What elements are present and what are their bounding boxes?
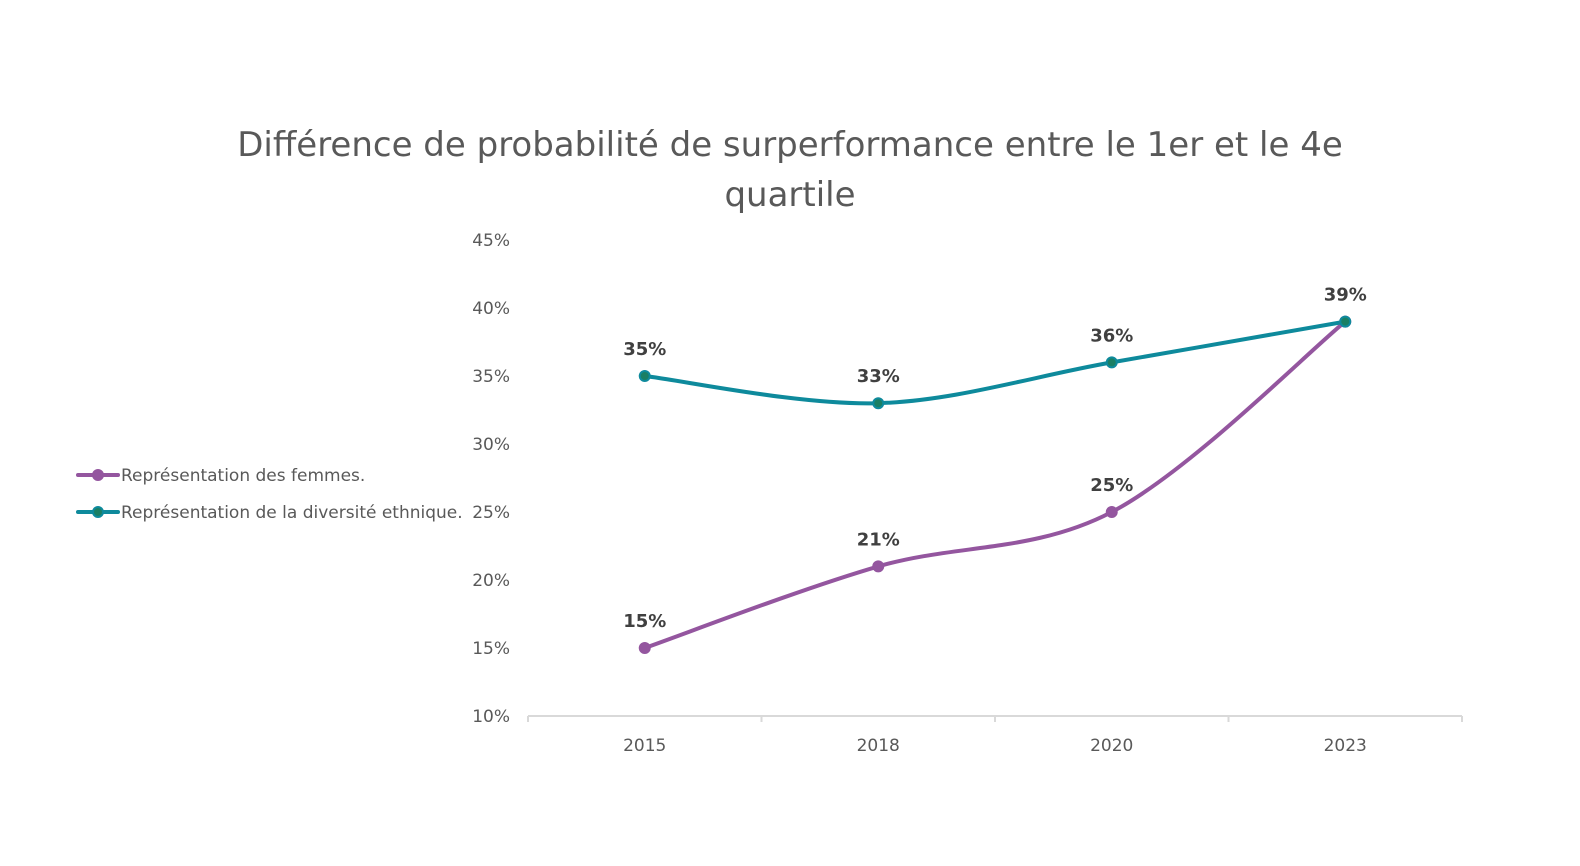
- y-tick-label: 35%: [472, 367, 510, 387]
- series-markers: [638, 315, 1352, 654]
- x-tick-label: 2018: [857, 736, 900, 756]
- data-label: 39%: [1324, 285, 1367, 306]
- chart-title: Différence de probabilité de surperforma…: [237, 125, 1343, 215]
- x-axis: 2015 2018 2020 2023: [527, 715, 1463, 756]
- legend-item: Représentation de la diversité ethnique.: [76, 503, 463, 523]
- y-tick-label: 25%: [472, 503, 510, 523]
- data-point-marker: [872, 397, 885, 410]
- legend-marker: [92, 469, 104, 481]
- y-tick-label: 15%: [472, 639, 510, 659]
- y-tick-label: 30%: [472, 435, 510, 455]
- data-point-marker: [1339, 315, 1352, 328]
- data-label: 25%: [1090, 475, 1133, 496]
- data-label: 36%: [1090, 325, 1133, 346]
- series-lines: [642, 319, 1348, 650]
- x-tick-label: 2015: [623, 736, 666, 756]
- y-tick-label: 20%: [472, 571, 510, 591]
- y-tick-label: 10%: [472, 707, 510, 727]
- data-label: 35%: [623, 339, 666, 360]
- legend-marker: [92, 506, 104, 518]
- data-label: 33%: [857, 366, 900, 387]
- data-point-marker: [638, 370, 651, 382]
- data-labels: 15% 21% 25% 35% 33% 36% 39%: [623, 285, 1367, 632]
- y-tick-label: 45%: [472, 231, 510, 251]
- x-tick-label: 2023: [1324, 736, 1367, 756]
- data-point-marker: [638, 642, 651, 654]
- data-point-marker: [872, 560, 885, 573]
- data-point-marker: [1105, 506, 1118, 518]
- legend-label: Représentation de la diversité ethnique.: [121, 503, 463, 523]
- x-tick-label: 2020: [1090, 736, 1133, 756]
- y-axis: 10% 15% 20% 25% 30% 35% 40% 45%: [472, 231, 510, 727]
- data-label: 15%: [623, 611, 666, 632]
- legend: Représentation des femmes. Représentation…: [76, 466, 463, 523]
- series-line-2: [642, 319, 1348, 406]
- data-point-marker: [1105, 356, 1118, 369]
- y-tick-label: 40%: [472, 299, 510, 319]
- legend-item: Représentation des femmes.: [76, 466, 365, 486]
- legend-label: Représentation des femmes.: [121, 466, 365, 486]
- data-label: 21%: [857, 529, 900, 550]
- series-line-1: [642, 319, 1348, 650]
